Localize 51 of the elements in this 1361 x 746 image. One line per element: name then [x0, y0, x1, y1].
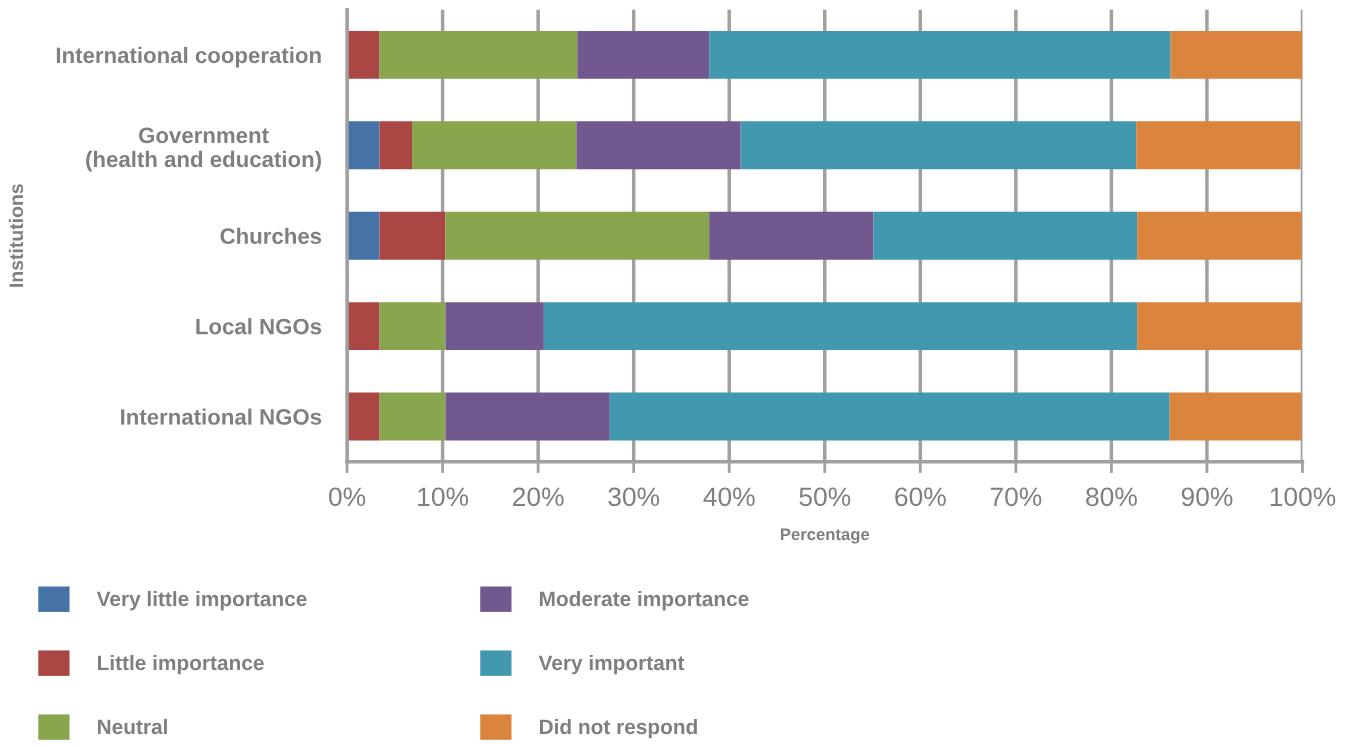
bar	[379, 392, 446, 441]
bar	[543, 302, 1138, 351]
y-tick-label: International cooperation	[56, 46, 321, 68]
legend-label: Moderate importance	[539, 590, 749, 611]
y-tick-label: Local NGOs	[196, 318, 322, 335]
bar	[412, 121, 577, 170]
bar	[347, 121, 380, 170]
legend-label: Very little importance	[96, 590, 307, 611]
bar	[1169, 392, 1302, 441]
y-tick-label: Government (health and education)	[86, 127, 321, 172]
bar	[445, 211, 710, 260]
bar	[379, 121, 413, 170]
legend-label: Little importance	[98, 654, 264, 675]
bar	[1136, 121, 1301, 170]
x-tick-label: 70%	[990, 487, 1042, 507]
bar	[379, 211, 446, 260]
bar	[609, 392, 1170, 441]
x-tick-label: 0%	[329, 487, 366, 507]
bar	[873, 211, 1138, 260]
bar	[1137, 211, 1302, 260]
legend-label: Very important	[538, 654, 685, 675]
x-tick-label: 30%	[608, 487, 660, 507]
bar	[577, 30, 710, 79]
bar	[445, 302, 544, 351]
x-tick-label: 40%	[703, 487, 755, 507]
bar	[1170, 30, 1303, 79]
bar	[445, 392, 610, 441]
legend-label: Neutral	[98, 718, 167, 735]
bar	[379, 302, 446, 351]
bar	[740, 121, 1137, 170]
y-axis-title: Institutions	[8, 184, 24, 287]
bar	[709, 30, 1171, 79]
bar	[347, 392, 380, 441]
x-tick-label: 90%	[1181, 487, 1233, 507]
x-tick-label: 20%	[513, 487, 564, 507]
bar	[709, 211, 874, 260]
x-axis-title: Percentage	[780, 528, 870, 544]
y-tick-label: Churches	[220, 227, 322, 245]
x-tick-label: 10%	[418, 487, 469, 507]
legend-label: Did not respond	[539, 718, 697, 739]
x-tick-label: 80%	[1086, 487, 1137, 507]
bar	[347, 30, 380, 79]
x-tick-label: 60%	[895, 487, 946, 507]
bar	[1137, 302, 1302, 351]
x-tick-label: 50%	[799, 487, 851, 507]
bar	[379, 30, 578, 79]
bar	[576, 121, 741, 170]
bar	[347, 302, 380, 351]
bar	[347, 211, 380, 260]
y-tick-label: International NGOs	[121, 408, 322, 425]
x-tick-label: 100%	[1270, 487, 1336, 507]
